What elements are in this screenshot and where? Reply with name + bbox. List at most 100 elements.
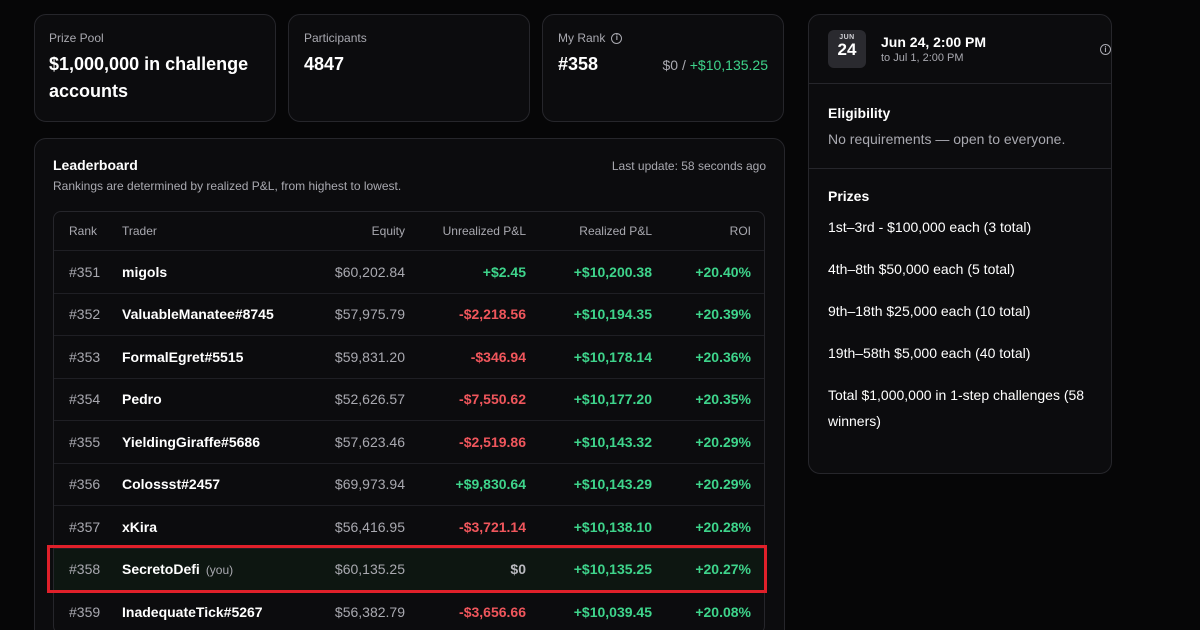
unrealized-pnl-cell: -$2,218.56 — [459, 306, 526, 323]
column-header-unrealized-pnl[interactable]: Unrealized P&L — [442, 224, 526, 238]
participants-label: Participants — [304, 31, 367, 45]
table-row[interactable]: #353 FormalEgret#5515 $59,831.20 -$346.9… — [54, 335, 764, 378]
equity-cell: $59,831.20 — [334, 348, 405, 365]
roi-cell: +20.08% — [695, 603, 751, 620]
prize-pool-card: Prize Pool $1,000,000 in challenge accou… — [34, 14, 276, 122]
column-header-equity[interactable]: Equity — [371, 224, 405, 238]
participants-card: Participants 4847 — [288, 14, 530, 122]
realized-pnl-cell: +$10,177.20 — [573, 391, 652, 408]
roi-cell: +20.39% — [695, 306, 751, 323]
unrealized-pnl-cell: -$346.94 — [470, 348, 526, 365]
rank-cell: #358 — [69, 561, 101, 578]
last-update-text: Last update: 58 seconds ago — [611, 159, 766, 173]
trader-cell[interactable]: Colossst#2457 — [122, 476, 221, 493]
roi-cell: +20.36% — [695, 348, 751, 365]
challenge-dates: JUN 24 Jun 24, 2:00 PM to Jul 1, 2:00 PM… — [809, 15, 1111, 84]
rank-cell: #354 — [69, 391, 101, 408]
equity-cell: $56,416.95 — [334, 518, 405, 535]
prize-tier: 9th–18th $25,000 each (10 total) — [828, 303, 1031, 319]
equity-cell: $57,975.79 — [334, 306, 405, 323]
participants-value: 4847 — [304, 54, 345, 74]
trader-cell[interactable]: InadequateTick#5267 — [122, 603, 263, 620]
trader-cell[interactable]: SecretoDefi (you) — [122, 561, 282, 577]
my-rank-pnl: $0 / +$10,135.25 — [663, 57, 769, 73]
trader-name: SecretoDefi — [122, 561, 200, 578]
rank-cell: #353 — [69, 348, 101, 365]
equity-cell: $60,202.84 — [334, 263, 405, 280]
table-row[interactable]: #355 YieldingGiraffe#5686 $57,623.46 -$2… — [54, 420, 764, 463]
eligibility-title: Eligibility — [828, 105, 891, 121]
unrealized-pnl-cell: -$2,519.86 — [459, 433, 526, 450]
rank-cell: #355 — [69, 433, 101, 450]
my-rank-equity: $0 / — [662, 57, 686, 73]
challenge-info-panel: JUN 24 Jun 24, 2:00 PM to Jul 1, 2:00 PM… — [808, 14, 1112, 474]
prize-tier: 19th–58th $5,000 each (40 total) — [828, 345, 1031, 361]
unrealized-pnl-cell: +$2.45 — [482, 263, 526, 280]
eligibility-text: No requirements — open to everyone. — [828, 131, 1066, 147]
prize-pool-value: $1,000,000 in challenge accounts — [49, 54, 249, 101]
calendar-day: 24 — [837, 40, 857, 59]
trader-cell[interactable]: Pedro — [122, 391, 162, 408]
prize-tier: 4th–8th $50,000 each (5 total) — [828, 261, 1015, 277]
table-row[interactable]: #357 xKira $56,416.95 -$3,721.14 +$10,13… — [54, 505, 764, 548]
equity-cell: $56,382.79 — [334, 603, 405, 620]
realized-pnl-cell: +$10,194.35 — [573, 306, 652, 323]
info-icon[interactable]: i — [611, 32, 623, 44]
roi-cell: +20.29% — [695, 433, 751, 450]
my-rank-row: #358 $0 / +$10,135.25 — [558, 51, 768, 78]
trader-cell[interactable]: ValuableManatee#8745 — [122, 306, 274, 323]
rank-cell: #356 — [69, 476, 101, 493]
prize-pool-label: Prize Pool — [49, 31, 104, 45]
table-row[interactable]: #359 InadequateTick#5267 $56,382.79 -$3,… — [54, 590, 764, 630]
info-icon[interactable]: i — [1100, 44, 1111, 55]
my-rank-card: My Rank i #358 $0 / +$10,135.25 — [542, 14, 784, 122]
leaderboard-header: Leaderboard Rankings are determined by r… — [53, 157, 766, 193]
realized-pnl-cell: +$10,200.38 — [573, 263, 652, 280]
my-table-row[interactable]: #358 SecretoDefi (you) $60,135.25 $0 +$10… — [54, 547, 764, 590]
column-header-realized-pnl[interactable]: Realized P&L — [579, 224, 652, 238]
calendar-icon: JUN 24 — [828, 30, 866, 68]
realized-pnl-cell: +$10,039.45 — [573, 603, 652, 620]
my-rank-label-row: My Rank i — [558, 31, 768, 45]
end-date: to Jul 1, 2:00 PM — [881, 52, 964, 64]
table-row[interactable]: #351 migols $60,202.84 +$2.45 +$10,200.3… — [54, 250, 764, 293]
rank-cell: #357 — [69, 518, 101, 535]
unrealized-pnl-cell: -$3,721.14 — [459, 518, 526, 535]
realized-pnl-cell: +$10,135.25 — [573, 561, 652, 578]
unrealized-pnl-cell: -$7,550.62 — [459, 391, 526, 408]
prize-tier: 1st–3rd - $100,000 each (3 total) — [828, 219, 1032, 235]
table-row[interactable]: #356 Colossst#2457 $69,973.94 +$9,830.64… — [54, 462, 764, 506]
prizes-title: Prizes — [828, 188, 870, 204]
table-row[interactable]: #352 ValuableManatee#8745 $57,975.79 -$2… — [54, 292, 764, 336]
table-row[interactable]: #354 Pedro $52,626.57 -$7,550.62 +$10,17… — [54, 377, 764, 421]
you-tag: (you) — [205, 563, 234, 578]
roi-cell: +20.27% — [695, 561, 751, 578]
prizes-section: Prizes 1st–3rd - $100,000 each (3 total)… — [809, 169, 1111, 434]
leaderboard-title: Leaderboard — [53, 157, 138, 173]
calendar-month: JUN — [839, 34, 855, 41]
equity-cell: $60,135.25 — [334, 561, 405, 578]
leaderboard-subtitle: Rankings are determined by realized P&L,… — [53, 179, 402, 193]
leaderboard-panel: Leaderboard Rankings are determined by r… — [34, 138, 785, 630]
trader-cell[interactable]: xKira — [122, 518, 158, 535]
column-header-trader[interactable]: Trader — [122, 224, 157, 238]
date-range: Jun 24, 2:00 PM to Jul 1, 2:00 PM — [881, 34, 986, 64]
trader-cell[interactable]: FormalEgret#5515 — [122, 348, 244, 365]
roi-cell: +20.35% — [695, 391, 751, 408]
start-date: Jun 24, 2:00 PM — [881, 34, 987, 50]
my-rank-gain: +$10,135.25 — [689, 57, 768, 73]
roi-cell: +20.28% — [695, 518, 751, 535]
trader-cell[interactable]: migols — [122, 263, 168, 280]
realized-pnl-cell: +$10,143.32 — [573, 433, 652, 450]
unrealized-pnl-cell: -$3,656.66 — [459, 603, 526, 620]
roi-cell: +20.29% — [695, 476, 751, 493]
unrealized-pnl-cell: +$9,830.64 — [455, 476, 526, 493]
column-header-rank[interactable]: Rank — [69, 224, 98, 238]
trader-cell[interactable]: YieldingGiraffe#5686 — [122, 433, 260, 450]
my-rank-label: My Rank — [558, 31, 606, 45]
equity-cell: $69,973.94 — [334, 476, 405, 493]
realized-pnl-cell: +$10,138.10 — [573, 518, 652, 535]
leaderboard-table: Rank Trader Equity Unrealized P&L Realiz… — [53, 211, 765, 630]
column-header-roi[interactable]: ROI — [729, 224, 751, 238]
